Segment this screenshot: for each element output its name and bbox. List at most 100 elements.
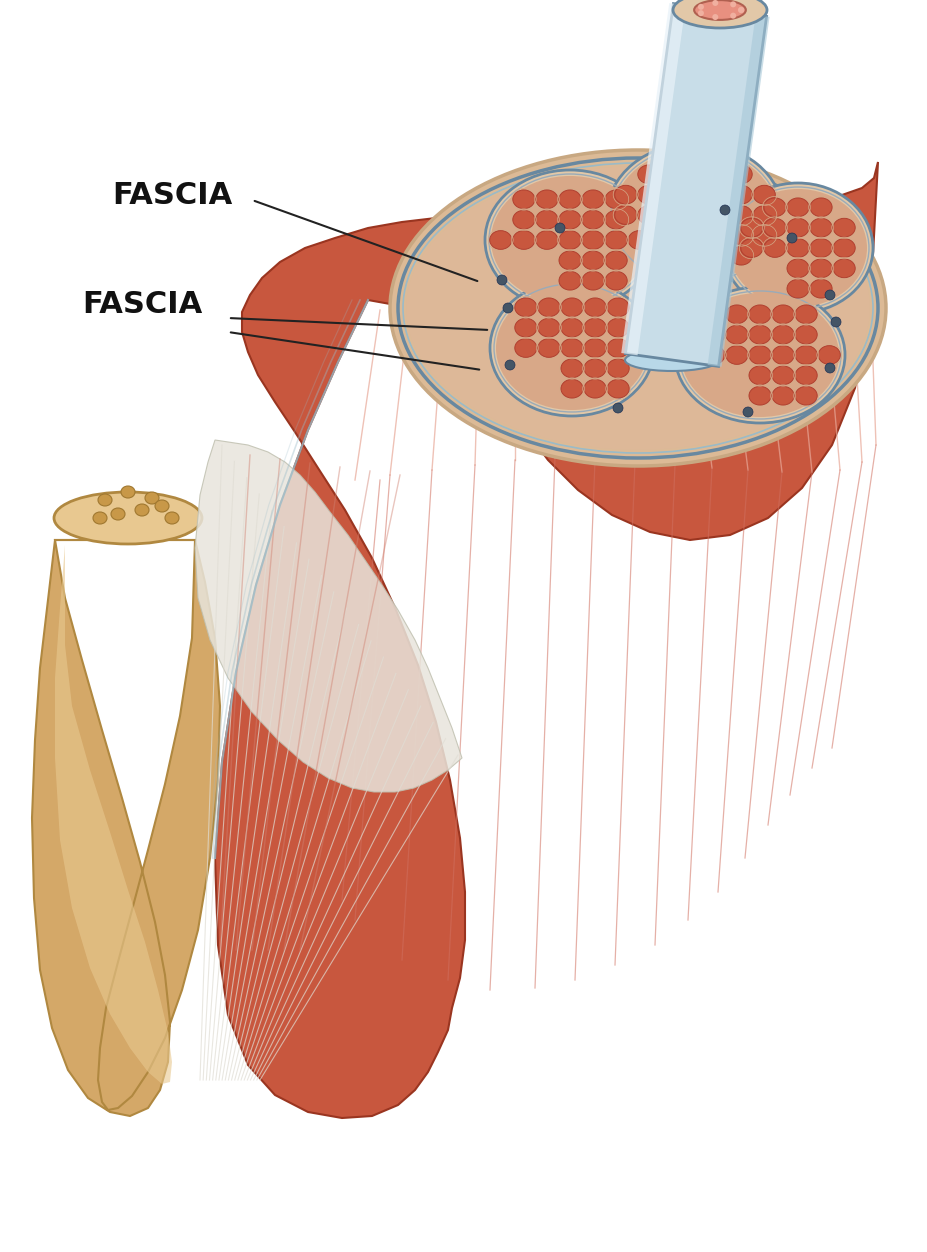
Ellipse shape	[818, 346, 839, 364]
Ellipse shape	[702, 305, 724, 324]
Ellipse shape	[558, 230, 580, 249]
Circle shape	[712, 0, 717, 6]
Circle shape	[719, 205, 730, 215]
Ellipse shape	[683, 205, 705, 224]
Ellipse shape	[794, 366, 817, 384]
Ellipse shape	[614, 205, 636, 224]
Ellipse shape	[679, 346, 701, 364]
Ellipse shape	[794, 326, 817, 344]
Circle shape	[824, 290, 834, 300]
Ellipse shape	[748, 326, 770, 344]
Ellipse shape	[809, 239, 832, 258]
Ellipse shape	[613, 149, 776, 280]
Ellipse shape	[729, 189, 866, 307]
Ellipse shape	[535, 210, 557, 229]
Ellipse shape	[606, 359, 629, 378]
Ellipse shape	[809, 279, 832, 298]
Circle shape	[554, 223, 565, 233]
Ellipse shape	[513, 230, 534, 249]
Ellipse shape	[513, 210, 534, 229]
Polygon shape	[55, 545, 171, 1084]
Circle shape	[830, 317, 840, 327]
Ellipse shape	[753, 227, 774, 244]
Ellipse shape	[604, 250, 627, 269]
Ellipse shape	[538, 298, 559, 317]
Ellipse shape	[730, 185, 752, 204]
Ellipse shape	[725, 326, 747, 344]
Ellipse shape	[637, 165, 659, 184]
Ellipse shape	[485, 170, 654, 310]
Ellipse shape	[786, 218, 808, 237]
Text: FASCIA: FASCIA	[112, 180, 232, 209]
Ellipse shape	[111, 508, 125, 520]
Ellipse shape	[535, 230, 557, 249]
Ellipse shape	[753, 185, 774, 204]
Ellipse shape	[771, 366, 794, 384]
Ellipse shape	[702, 346, 724, 364]
Circle shape	[730, 1, 735, 8]
Circle shape	[502, 303, 513, 313]
Circle shape	[712, 14, 717, 20]
Ellipse shape	[604, 230, 627, 249]
Ellipse shape	[832, 239, 855, 258]
Ellipse shape	[771, 387, 794, 406]
Ellipse shape	[753, 205, 774, 224]
Ellipse shape	[93, 512, 107, 525]
Ellipse shape	[730, 165, 752, 184]
Circle shape	[737, 8, 743, 13]
Ellipse shape	[121, 486, 134, 498]
Ellipse shape	[786, 259, 808, 278]
Polygon shape	[707, 15, 768, 367]
Polygon shape	[620, 3, 685, 356]
Ellipse shape	[725, 305, 747, 324]
Ellipse shape	[389, 150, 885, 466]
Ellipse shape	[514, 338, 536, 357]
Ellipse shape	[558, 190, 580, 209]
Ellipse shape	[832, 259, 855, 278]
Ellipse shape	[683, 165, 705, 184]
Ellipse shape	[730, 247, 752, 265]
Ellipse shape	[513, 190, 534, 209]
Ellipse shape	[730, 227, 752, 244]
Ellipse shape	[538, 338, 559, 357]
Ellipse shape	[786, 279, 808, 298]
Text: FASCIA: FASCIA	[82, 290, 202, 319]
Ellipse shape	[748, 387, 770, 406]
Circle shape	[697, 4, 704, 10]
Ellipse shape	[583, 379, 605, 398]
Ellipse shape	[558, 250, 580, 269]
Ellipse shape	[794, 387, 817, 406]
Ellipse shape	[809, 259, 832, 278]
Circle shape	[504, 361, 514, 371]
Ellipse shape	[722, 183, 872, 313]
Ellipse shape	[490, 177, 648, 304]
Ellipse shape	[683, 185, 705, 204]
Ellipse shape	[706, 185, 729, 204]
Ellipse shape	[489, 230, 511, 249]
Ellipse shape	[809, 218, 832, 237]
Ellipse shape	[763, 239, 785, 258]
Ellipse shape	[740, 218, 762, 237]
Ellipse shape	[558, 210, 580, 229]
Ellipse shape	[794, 346, 817, 364]
Ellipse shape	[614, 185, 636, 204]
Ellipse shape	[155, 500, 169, 512]
Ellipse shape	[740, 239, 762, 258]
Ellipse shape	[771, 305, 794, 324]
Ellipse shape	[693, 0, 745, 20]
Polygon shape	[195, 439, 462, 793]
Ellipse shape	[583, 298, 605, 317]
Ellipse shape	[706, 165, 729, 184]
Polygon shape	[32, 540, 220, 1116]
Ellipse shape	[683, 247, 705, 265]
Ellipse shape	[637, 185, 659, 204]
Ellipse shape	[561, 379, 582, 398]
Ellipse shape	[54, 492, 202, 545]
Ellipse shape	[606, 143, 782, 287]
Ellipse shape	[606, 318, 629, 337]
Ellipse shape	[561, 318, 582, 337]
Ellipse shape	[581, 250, 603, 269]
Ellipse shape	[606, 338, 629, 357]
Ellipse shape	[832, 218, 855, 237]
Ellipse shape	[794, 305, 817, 324]
